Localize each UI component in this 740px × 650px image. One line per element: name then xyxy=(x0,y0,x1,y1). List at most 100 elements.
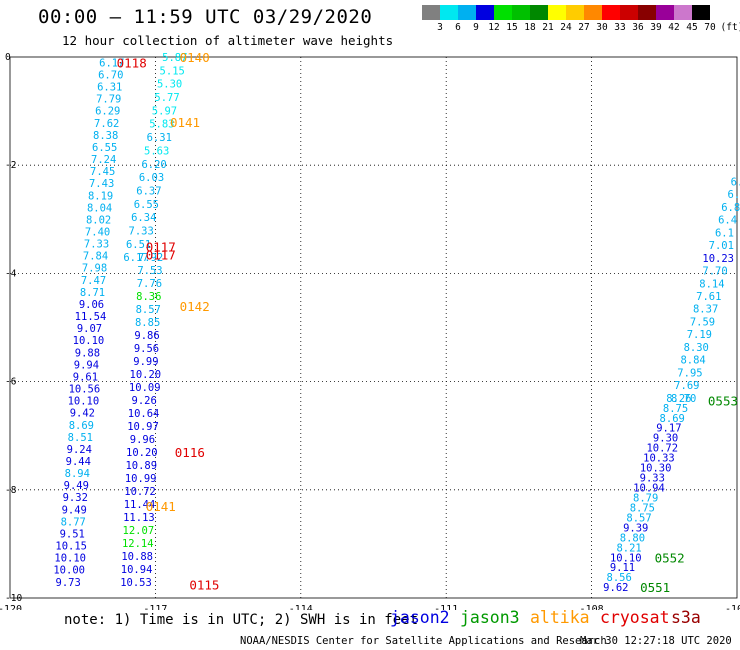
pass-label: 0115 xyxy=(189,577,219,592)
wave-height-value: 8.69 xyxy=(69,420,94,432)
legend-swatch xyxy=(494,5,512,20)
x-tick-label: -120 xyxy=(0,604,22,610)
legend-swatch xyxy=(476,5,494,20)
wave-height-value: 9.73 xyxy=(56,577,81,589)
wave-height-value: 7.95 xyxy=(677,367,702,379)
wave-height-value: 8.70 xyxy=(671,393,696,405)
wave-height-value: 5.97 xyxy=(152,105,177,117)
wave-height-value: 8.37 xyxy=(693,304,718,316)
wave-height-value: 9.11 xyxy=(610,562,635,574)
wave-height-value: 7.33 xyxy=(129,225,154,237)
wave-height-value: 10.23 xyxy=(702,253,734,265)
page-title: 00:00 – 11:59 UTC 03/29/2020 xyxy=(38,6,373,28)
wave-height-value: 8.94 xyxy=(65,468,90,480)
pass-label: 0552 xyxy=(655,550,685,565)
wave-height-value: 11.13 xyxy=(123,512,155,524)
wave-height-value: 8.57 xyxy=(136,304,161,316)
wave-height-value: 9.24 xyxy=(67,444,92,456)
wave-height-value: 9.32 xyxy=(63,492,88,504)
legend-swatch xyxy=(440,5,458,20)
legend-label: 36 xyxy=(632,22,644,33)
legend-swatch xyxy=(458,5,476,20)
wave-height-value: 8.56 xyxy=(607,572,632,584)
wave-height-value: 6.55 xyxy=(92,142,117,154)
wave-height-value: 8.04 xyxy=(87,202,112,214)
y-tick-label: -2 xyxy=(5,160,16,171)
wave-height-value: 8.36 xyxy=(136,291,161,303)
legend-label: 45 xyxy=(686,22,698,33)
legend-label: 15 xyxy=(506,22,518,33)
wave-height-value: 6.70 xyxy=(98,69,123,81)
wave-height-value: 8.57 xyxy=(626,512,651,524)
legend-swatch xyxy=(512,5,530,20)
y-tick-label: -8 xyxy=(5,485,17,496)
legend-swatch xyxy=(530,5,548,20)
wave-height-value: 11.44 xyxy=(124,499,156,511)
page-subtitle: 12 hour collection of altimeter wave hei… xyxy=(62,33,394,48)
wave-height-value: 7.33 xyxy=(84,239,109,251)
wave-height-value: 10.89 xyxy=(125,460,157,472)
wave-height-value: 9.42 xyxy=(70,408,95,420)
pass-label: 0553 xyxy=(708,394,738,409)
wave-height-value: 8.77 xyxy=(61,516,86,528)
wave-height-value: 7.62 xyxy=(94,118,119,130)
wave-height-value: 9.61 xyxy=(73,371,98,383)
wave-height-value: 10.00 xyxy=(53,565,85,577)
legend-label: 24 xyxy=(560,22,572,33)
pass-label: 0116 xyxy=(175,445,205,460)
wave-height-value: 9.96 xyxy=(130,434,155,446)
wave-height-value: 9.62 xyxy=(603,582,628,594)
wave-height-value: 10.94 xyxy=(121,564,153,576)
wave-height-value: 6. xyxy=(728,189,740,201)
pass-label: 0118 xyxy=(117,55,147,70)
wave-height-value: 6.31 xyxy=(147,132,172,144)
wave-height-value: 8.75 xyxy=(663,403,688,415)
y-tick-label: -10 xyxy=(5,593,22,604)
wave-height-value: 8.26 xyxy=(666,393,691,405)
wave-height-value: 8.38 xyxy=(93,130,118,142)
wave-height-value: 8.69 xyxy=(660,413,685,425)
satellite-legend-altika: altika xyxy=(530,608,590,627)
y-tick-label: -6 xyxy=(5,377,17,388)
wave-height-value: 7.59 xyxy=(690,316,715,328)
legend-label: 33 xyxy=(614,22,626,33)
wave-height-value: 10.15 xyxy=(55,541,87,553)
legend-label: 70 xyxy=(704,22,716,33)
legend-label: 27 xyxy=(578,22,590,33)
legend-swatch xyxy=(602,5,620,20)
wave-height-value: 6.17 xyxy=(99,57,124,69)
wave-height-value: 6.1 xyxy=(715,227,734,239)
satellite-legend-s3a: s3a xyxy=(671,608,701,627)
wave-height-value: 10.10 xyxy=(68,396,100,408)
x-tick-label: -114 xyxy=(289,604,313,610)
wave-height-value: 9.44 xyxy=(66,456,91,468)
legend-swatch xyxy=(566,5,584,20)
y-tick-label: 0 xyxy=(5,52,11,63)
satellite-legend-jason2: jason2 xyxy=(390,608,450,627)
wave-height-value: 6.4 xyxy=(718,215,737,227)
wave-height-value: 8.14 xyxy=(699,278,724,290)
wave-height-value: 7.24 xyxy=(91,154,116,166)
wave-height-value: 12.14 xyxy=(122,538,154,550)
wave-height-value: 9.26 xyxy=(132,395,157,407)
wave-height-value: 9.86 xyxy=(134,330,159,342)
wave-height-value: 9.49 xyxy=(64,480,89,492)
pass-label: 0117 xyxy=(146,247,176,262)
legend-label: 42 xyxy=(668,22,680,33)
pass-label: 0141 xyxy=(146,499,176,514)
wave-height-value: 10.10 xyxy=(73,335,105,347)
wave-height-value: 10.20 xyxy=(130,369,162,381)
wave-height-value: 5.87 xyxy=(162,52,187,64)
footer-organization: NOAA/NESDIS Center for Satellite Applica… xyxy=(240,635,607,647)
wave-height-value: 7.79 xyxy=(96,94,121,106)
legend-swatch xyxy=(422,5,440,20)
pass-label: 0140 xyxy=(180,50,210,65)
wave-height-map: -120-117-114-111-108-1050-2-4-6-8-106.17… xyxy=(0,50,740,610)
legend-label: 30 xyxy=(596,22,608,33)
wave-height-value: 8.02 xyxy=(86,214,111,226)
wave-height-value: 10.99 xyxy=(125,473,157,485)
x-tick-label: -117 xyxy=(143,604,167,610)
wave-height-value: 9.07 xyxy=(77,323,102,335)
wave-height-value: 8.79 xyxy=(633,492,658,504)
wave-height-value: 6.37 xyxy=(136,185,161,197)
